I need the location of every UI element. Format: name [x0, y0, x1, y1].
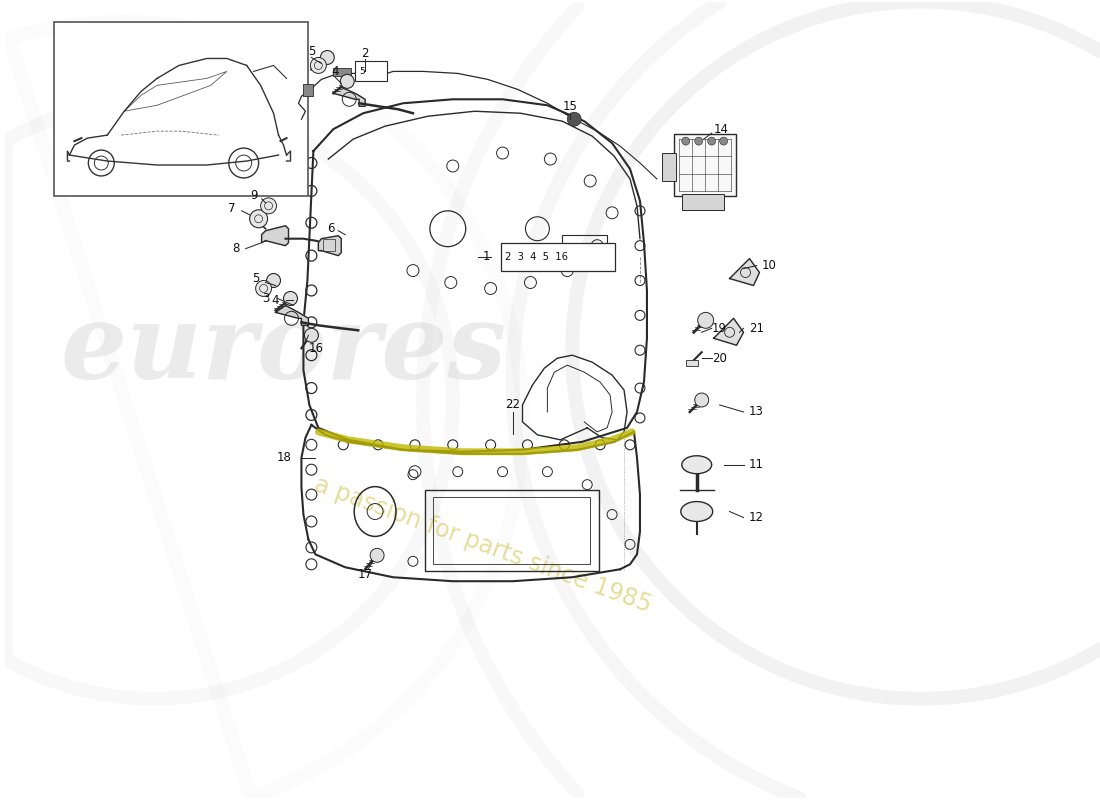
Text: 15: 15 — [563, 100, 578, 113]
Text: 21: 21 — [749, 322, 764, 335]
Text: 16: 16 — [308, 342, 323, 354]
Text: 3: 3 — [262, 292, 270, 305]
Polygon shape — [333, 87, 365, 106]
Bar — [333, 69, 351, 76]
Text: 14: 14 — [714, 122, 729, 136]
Polygon shape — [714, 318, 744, 346]
Circle shape — [250, 210, 267, 228]
Text: 8: 8 — [232, 242, 240, 255]
Bar — [674, 134, 736, 196]
Polygon shape — [275, 306, 308, 326]
Circle shape — [261, 198, 276, 214]
Text: 5: 5 — [252, 272, 260, 285]
Text: 4: 4 — [272, 294, 279, 307]
Text: a passion for parts since 1985: a passion for parts since 1985 — [311, 472, 654, 617]
Bar — [500, 242, 615, 270]
Circle shape — [340, 74, 354, 88]
Text: 6: 6 — [328, 222, 336, 235]
Text: 5: 5 — [308, 45, 315, 58]
Text: 22: 22 — [505, 398, 520, 411]
Text: 19: 19 — [712, 322, 727, 335]
Polygon shape — [262, 226, 288, 246]
Ellipse shape — [681, 502, 713, 522]
Text: 11: 11 — [749, 458, 764, 471]
Circle shape — [682, 137, 690, 145]
Polygon shape — [729, 258, 759, 286]
Bar — [355, 62, 387, 82]
Ellipse shape — [682, 456, 712, 474]
Bar — [55, 22, 308, 196]
Text: 7: 7 — [228, 202, 235, 215]
Text: 2: 2 — [362, 47, 369, 60]
Circle shape — [305, 328, 318, 342]
Text: 13: 13 — [749, 406, 763, 418]
Circle shape — [266, 274, 280, 287]
Text: 2  3  4  5  16: 2 3 4 5 16 — [505, 252, 568, 262]
Text: 20: 20 — [712, 352, 727, 365]
Circle shape — [255, 281, 272, 297]
Text: 17: 17 — [358, 568, 373, 581]
Text: 4: 4 — [331, 65, 339, 78]
Text: 5: 5 — [360, 67, 365, 76]
Circle shape — [719, 137, 727, 145]
Circle shape — [284, 291, 297, 306]
Text: 10: 10 — [762, 259, 777, 272]
Text: 9: 9 — [250, 190, 257, 202]
Bar — [425, 490, 600, 571]
Circle shape — [568, 112, 581, 126]
Circle shape — [370, 548, 384, 562]
Circle shape — [320, 50, 334, 65]
Bar — [433, 497, 591, 564]
Polygon shape — [318, 236, 341, 256]
Circle shape — [695, 137, 703, 145]
Bar — [562, 234, 607, 262]
Text: 12: 12 — [749, 511, 764, 524]
Bar — [685, 360, 697, 366]
Circle shape — [310, 58, 327, 74]
Text: 18: 18 — [276, 451, 292, 464]
Circle shape — [697, 312, 714, 328]
Circle shape — [695, 393, 708, 407]
Text: 1: 1 — [483, 250, 491, 263]
Text: eurores: eurores — [60, 299, 507, 401]
Bar — [304, 84, 313, 96]
Bar — [323, 238, 336, 250]
Bar — [682, 194, 724, 210]
Bar — [662, 153, 675, 181]
Circle shape — [707, 137, 716, 145]
